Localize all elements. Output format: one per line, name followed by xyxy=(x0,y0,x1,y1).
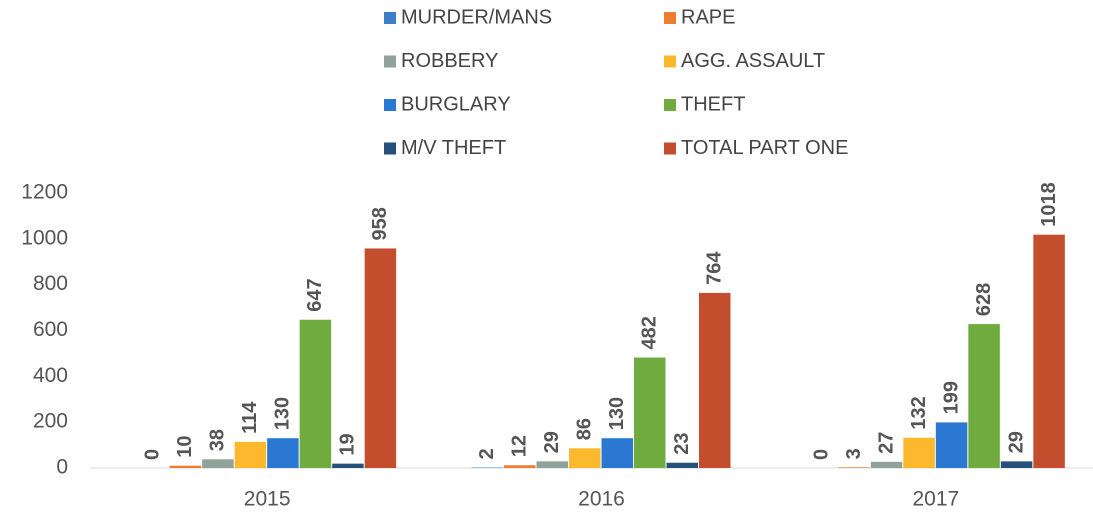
legend-label: M/V THEFT xyxy=(401,137,506,159)
legend-label: RAPE xyxy=(681,6,735,28)
data-label: 482 xyxy=(639,316,661,349)
bar xyxy=(935,422,968,468)
legend-label: BURGLARY xyxy=(401,93,511,115)
bar xyxy=(169,465,202,468)
data-label: 3 xyxy=(843,448,865,459)
data-label: 12 xyxy=(509,435,531,457)
y-tick-label: 0 xyxy=(56,456,68,479)
data-label: 19 xyxy=(337,433,359,455)
bar xyxy=(903,437,935,468)
data-label: 0 xyxy=(810,449,832,460)
y-tick-label: 200 xyxy=(33,410,68,433)
bar xyxy=(601,438,633,468)
legend-label: TOTAL PART ONE xyxy=(681,137,848,159)
bar xyxy=(267,438,299,468)
bar xyxy=(1000,461,1033,468)
y-tick-label: 1200 xyxy=(21,181,68,204)
legend-swatch xyxy=(384,55,396,68)
bar xyxy=(202,459,234,468)
data-label: 958 xyxy=(369,207,391,240)
bar xyxy=(634,357,666,468)
y-tick-label: 800 xyxy=(33,272,68,295)
legend-label: AGG. ASSAULT xyxy=(681,50,825,72)
data-label: 29 xyxy=(1005,431,1027,453)
bar xyxy=(569,448,601,468)
data-label: 10 xyxy=(174,435,196,457)
bar xyxy=(299,319,332,468)
data-label: 0 xyxy=(142,449,164,460)
legend-label: MURDER/MANS xyxy=(401,6,552,28)
legend-swatch xyxy=(664,99,676,111)
data-label: 764 xyxy=(704,251,726,285)
data-label: 86 xyxy=(574,418,596,440)
data-label: 38 xyxy=(207,429,229,451)
bar xyxy=(364,248,397,468)
y-tick-label: 400 xyxy=(33,364,68,387)
y-tick-label: 1000 xyxy=(21,226,68,249)
bar xyxy=(234,441,267,468)
legend-swatch xyxy=(384,12,396,24)
legend-swatch xyxy=(384,99,396,111)
data-label: 2 xyxy=(476,448,498,459)
bar xyxy=(968,324,1000,468)
data-label: 130 xyxy=(606,397,628,430)
data-label: 130 xyxy=(272,397,294,430)
bar xyxy=(870,461,903,468)
x-tick-label: 2015 xyxy=(244,488,291,511)
legend-swatch xyxy=(664,142,676,155)
bar xyxy=(699,292,731,468)
legend-label: ROBBERY xyxy=(401,50,498,72)
data-label: 27 xyxy=(875,432,897,454)
legend-swatch xyxy=(664,55,676,68)
data-label: 199 xyxy=(940,381,962,414)
data-label: 628 xyxy=(973,283,995,316)
data-label: 114 xyxy=(239,401,261,434)
legend-swatch xyxy=(384,142,396,155)
x-tick-label: 2016 xyxy=(578,488,625,511)
legend-swatch xyxy=(664,12,676,24)
y-tick-label: 600 xyxy=(33,318,68,341)
bar xyxy=(332,463,364,468)
data-label: 132 xyxy=(908,396,930,429)
data-label: 1018 xyxy=(1038,182,1060,227)
bar xyxy=(504,465,536,468)
data-label: 23 xyxy=(671,432,693,454)
x-tick-label: 2017 xyxy=(912,488,959,511)
bar xyxy=(838,467,870,468)
bar xyxy=(666,462,698,468)
bar xyxy=(1033,234,1065,468)
bar xyxy=(536,461,568,468)
data-label: 647 xyxy=(304,278,326,311)
data-label: 29 xyxy=(541,431,563,453)
legend-label: THEFT xyxy=(681,93,745,115)
